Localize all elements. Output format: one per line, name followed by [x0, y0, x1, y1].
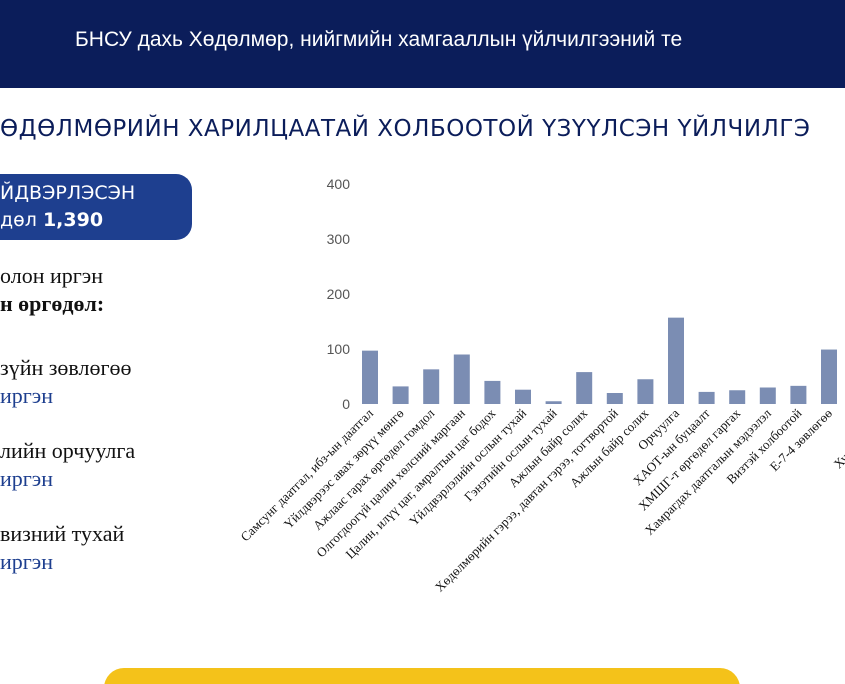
- bar: [698, 391, 715, 404]
- note-line: иргэн: [0, 383, 54, 408]
- summary-line: ЙДВЭРЛЭСЭН: [0, 182, 136, 204]
- footer-bar: [104, 668, 740, 684]
- section-title: ӨДӨЛМӨРИЙН ХАРИЛЦААТАЙ ХОЛБООТОЙ ҮЗҮҮЛСЭ…: [0, 116, 811, 142]
- note-line: визний тухай: [0, 521, 125, 546]
- y-tick-label: 200: [327, 286, 351, 302]
- bar: [729, 390, 746, 404]
- y-tick-label: 400: [327, 176, 351, 192]
- bar: [453, 354, 470, 404]
- y-tick-label: 0: [342, 396, 350, 412]
- y-tick-label: 300: [327, 231, 351, 247]
- summary-box: ЙДВЭРЛЭСЭН дөл 1,390: [0, 174, 192, 240]
- summary-count: 1,390: [42, 209, 104, 231]
- note-line: олон иргэн: [0, 263, 103, 288]
- note-line: н өргөдөл:: [0, 291, 105, 316]
- bar: [668, 317, 684, 404]
- bar: [821, 349, 837, 404]
- bar: [637, 379, 654, 404]
- note-line: лийн орчуулга: [0, 438, 136, 463]
- note-line: иргэн: [0, 549, 54, 574]
- y-tick-label: 100: [327, 341, 351, 357]
- bar: [484, 380, 501, 404]
- bar: [606, 393, 623, 404]
- bar: [392, 386, 409, 404]
- bar: [362, 350, 378, 404]
- header: БНСУ дахь Хөдөлмөр, нийгмийн хамгааллын …: [0, 0, 845, 88]
- note-line: зүйн зөвлөгөө: [0, 355, 132, 380]
- note: лийн орчуулга иргэн: [0, 437, 135, 493]
- bar: [515, 389, 531, 404]
- summary-line: дөл 1,390: [0, 209, 103, 231]
- header-title: БНСУ дахь Хөдөлмөр, нийгмийн хамгааллын …: [75, 28, 683, 51]
- note: зүйн зөвлөгөө иргэн: [0, 354, 132, 410]
- bar: [790, 385, 807, 404]
- bar: [759, 387, 776, 404]
- summary-text: дөл: [0, 209, 37, 231]
- bar: [423, 369, 440, 404]
- note: олон иргэн н өргөдөл:: [0, 262, 104, 318]
- bar: [576, 372, 593, 404]
- note: визний тухай иргэн: [0, 520, 124, 576]
- note-line: иргэн: [0, 466, 54, 491]
- bar: [545, 401, 562, 404]
